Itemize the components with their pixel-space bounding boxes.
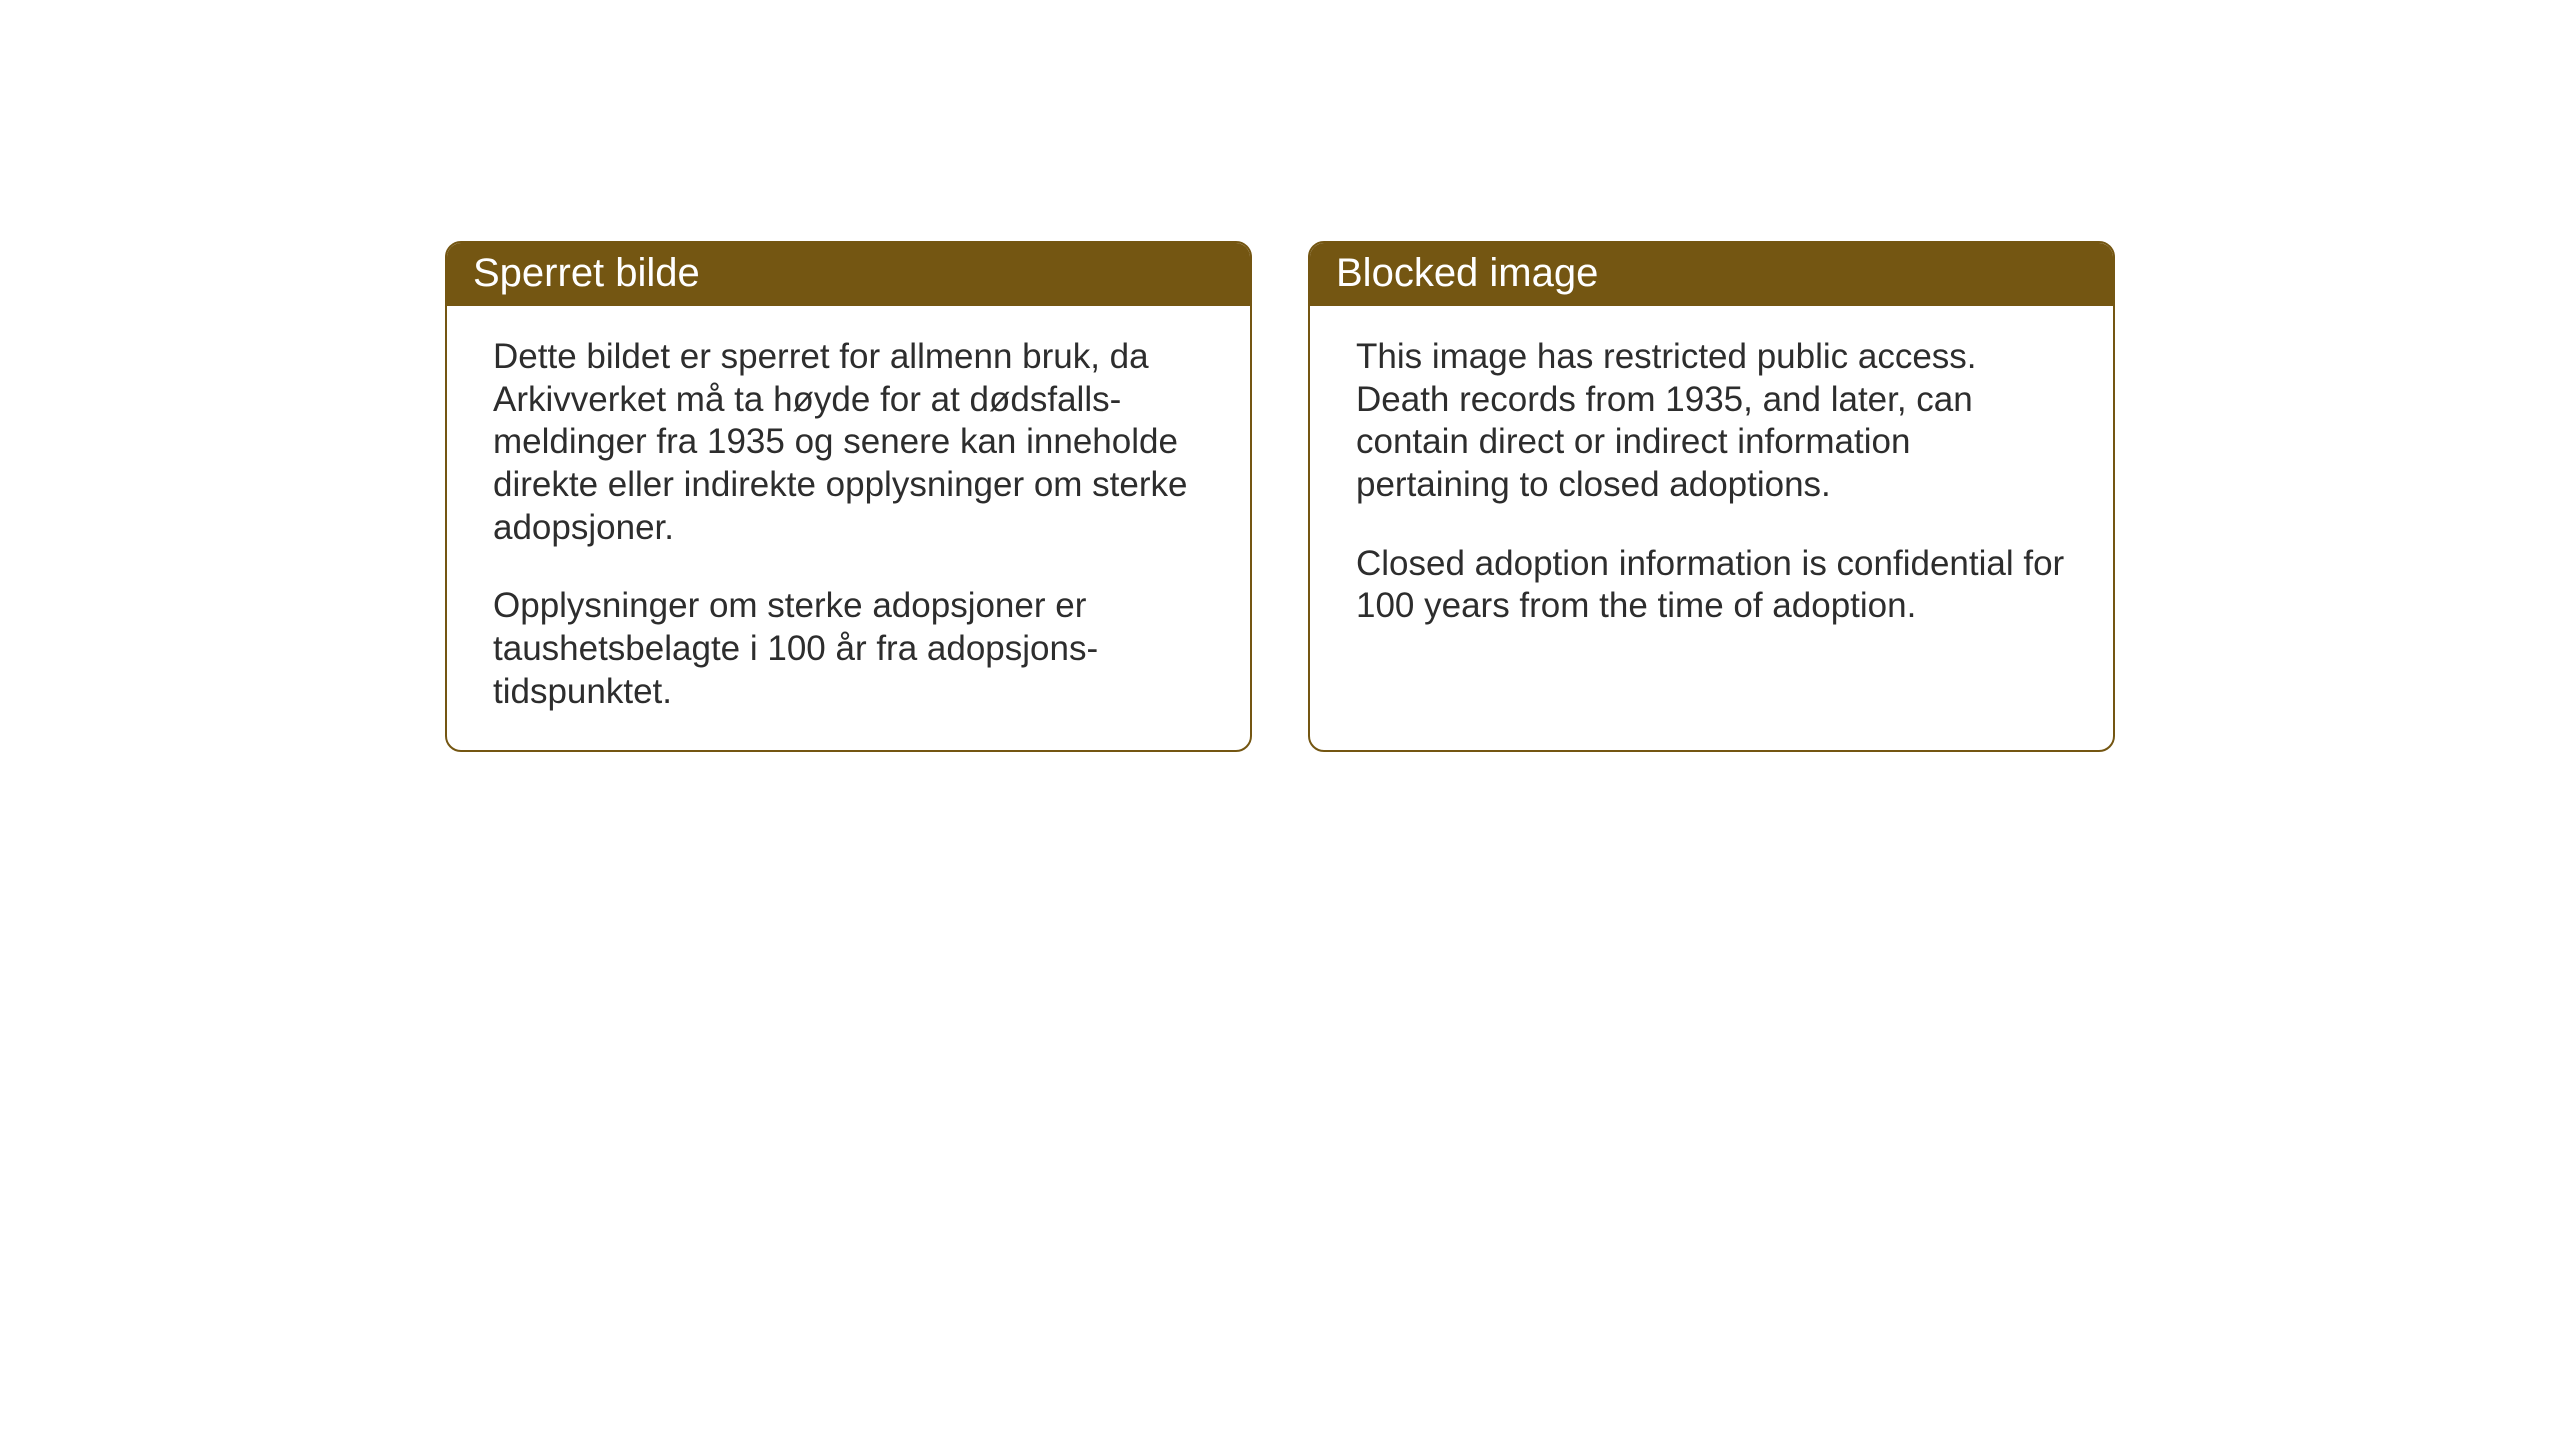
notice-body-norwegian: Dette bildet er sperret for allmenn bruk… (447, 306, 1250, 750)
notice-card-english: Blocked image This image has restricted … (1308, 241, 2115, 752)
notice-paragraph: Opplysninger om sterke adopsjoner er tau… (493, 585, 1210, 713)
notice-paragraph: This image has restricted public access.… (1356, 336, 2073, 507)
notice-header-english: Blocked image (1310, 243, 2113, 306)
notice-header-norwegian: Sperret bilde (447, 243, 1250, 306)
notice-paragraph: Dette bildet er sperret for allmenn bruk… (493, 336, 1210, 549)
notice-body-english: This image has restricted public access.… (1310, 306, 2113, 664)
notice-card-norwegian: Sperret bilde Dette bildet er sperret fo… (445, 241, 1252, 752)
notice-paragraph: Closed adoption information is confident… (1356, 543, 2073, 628)
notice-container: Sperret bilde Dette bildet er sperret fo… (445, 241, 2115, 752)
